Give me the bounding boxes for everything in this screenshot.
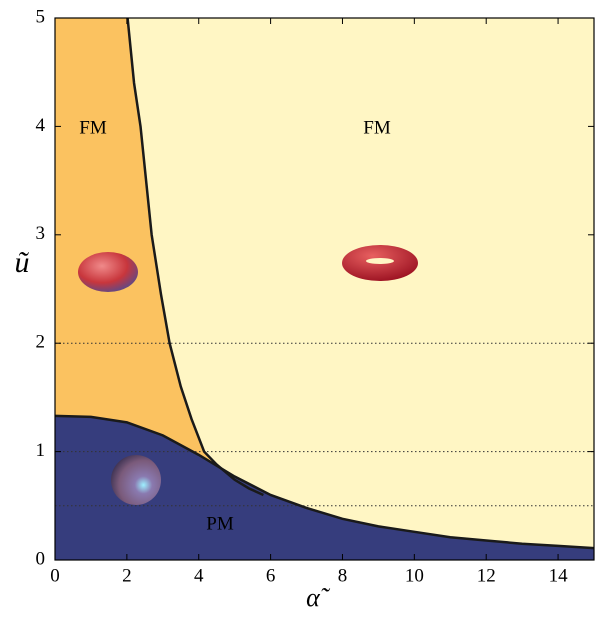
x-tick-label: 2 — [122, 565, 132, 586]
x-tick-label: 8 — [338, 565, 348, 586]
boundary-curve — [54, 414, 595, 550]
spheroid-icon — [78, 252, 138, 292]
y-tick-label: 5 — [36, 6, 46, 27]
region-label: FM — [363, 117, 391, 138]
sphere-icon — [111, 455, 161, 505]
region-label: FM — [79, 117, 107, 138]
region-fill — [55, 415, 594, 560]
y-tick-label: 4 — [36, 115, 46, 136]
x-tick-label: 6 — [266, 565, 276, 586]
x-tick-label: 12 — [477, 565, 496, 586]
x-tick-label: 0 — [50, 565, 60, 586]
x-tick-label: 4 — [194, 565, 204, 586]
icons — [78, 245, 418, 505]
region-label: PM — [206, 513, 234, 534]
y-axis-label: ũ — [15, 246, 30, 279]
boundary-curve — [126, 17, 264, 497]
y-tick-label: 0 — [36, 548, 46, 569]
y-tick-label: 2 — [36, 332, 46, 353]
x-tick-label: 14 — [549, 565, 569, 586]
x-axis-label: α̃ — [306, 583, 331, 612]
plot-frame — [54, 17, 595, 561]
torus-hole — [366, 258, 394, 264]
y-tick-label: 3 — [36, 223, 46, 244]
y-tick-label: 1 — [36, 440, 46, 461]
x-tick-label: 10 — [405, 565, 424, 586]
